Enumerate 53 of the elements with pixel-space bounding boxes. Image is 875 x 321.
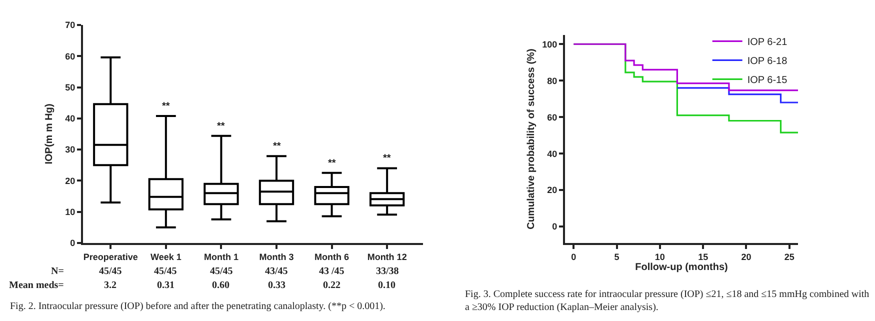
- y-tick-label: 10: [65, 207, 76, 218]
- legend-label: IOP 6-21: [747, 37, 788, 48]
- x-tick-label: Preoperative: [83, 252, 138, 262]
- x-tick-label: 0: [571, 252, 576, 262]
- legend-label: IOP 6-18: [747, 56, 788, 68]
- x-tick-label: 20: [741, 252, 752, 262]
- x-tick-label: 25: [784, 252, 794, 262]
- text: 45/45: [210, 266, 233, 277]
- text: 33/38: [376, 266, 399, 277]
- caption: Fig. 2. Intraocular pressure (IOP) before and after the penetrating canaloplasty. (**p < 0.001).: [10, 300, 386, 313]
- y-axis-title: IOP(m m Hg): [44, 104, 55, 164]
- y-tick-label: 0: [552, 222, 558, 232]
- text: 45/45: [154, 266, 177, 277]
- y-tick-label: 30: [65, 144, 76, 155]
- x-axis-title: Follow-up (months): [635, 262, 728, 273]
- y-axis-title: Cumulative probability of success (%): [526, 48, 537, 230]
- annotation: **: [328, 158, 336, 169]
- x-tick-label: Month 12: [367, 252, 407, 262]
- text: 0.10: [378, 280, 396, 291]
- y-tick-label: 20: [547, 185, 558, 196]
- y-tick-label: 40: [65, 114, 76, 124]
- text: 3.2: [104, 280, 116, 291]
- y-tick-label: 40: [547, 148, 558, 159]
- annotation: **: [217, 121, 225, 132]
- text: 0.22: [323, 280, 340, 291]
- y-tick-label: 70: [65, 20, 76, 30]
- annotation: **: [162, 101, 170, 112]
- text: 0.60: [212, 280, 230, 291]
- text: Mean meds=: [9, 280, 64, 291]
- text: 0.31: [157, 280, 174, 291]
- text: N=: [51, 266, 64, 277]
- text: 43 /45: [319, 266, 344, 277]
- x-tick-label: 5: [614, 252, 620, 262]
- text: 45/45: [99, 266, 122, 277]
- annotation: **: [383, 153, 391, 164]
- y-tick-label: 60: [65, 51, 76, 62]
- annotation: **: [273, 141, 281, 152]
- x-tick-label: 15: [698, 252, 708, 262]
- x-tick-label: Month 6: [314, 252, 350, 262]
- text: 0.33: [268, 280, 286, 291]
- x-tick-label: 10: [654, 252, 665, 262]
- y-tick-label: 60: [547, 112, 558, 122]
- y-tick-label: 20: [65, 176, 76, 186]
- y-tick-label: 100: [542, 39, 558, 50]
- y-tick-label: 50: [65, 82, 76, 92]
- x-tick-label: Week 1: [150, 252, 182, 262]
- caption: Fig. 3. Complete success rate for intraocular pressure (IOP) ≤21, ≤18 and ≤15 mmHg combined with a ≥30% IOP reduction (Kaplan–Meier analysis).: [465, 288, 870, 314]
- text: 43/45: [265, 266, 288, 277]
- legend-label: IOP 6-15: [747, 75, 788, 86]
- x-tick-label: Month 3: [259, 252, 294, 262]
- y-tick-label: 80: [547, 76, 558, 86]
- y-tick-label: 0: [70, 238, 76, 248]
- x-tick-label: Month 1: [204, 252, 238, 262]
